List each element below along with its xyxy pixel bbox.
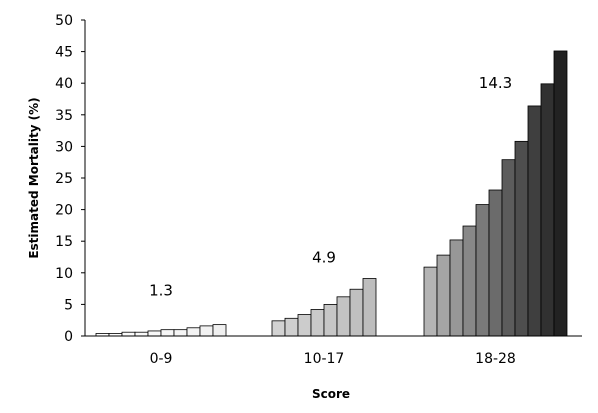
annotations: 1.3 4.9 14.3	[149, 74, 512, 300]
bar-score-7	[186, 327, 201, 337]
y-tick-label: 5	[64, 297, 73, 313]
bar-score-25	[514, 140, 529, 337]
bar-score-5	[160, 329, 175, 337]
bar-score-23	[488, 189, 503, 337]
bar-score-4	[147, 330, 162, 337]
bar-score-24	[501, 159, 516, 337]
y-tick-label: 25	[55, 171, 73, 187]
group-label-0-9: 0-9	[150, 351, 173, 367]
bar-score-28	[553, 50, 568, 337]
x-axis-title: Score	[312, 387, 350, 401]
bar-score-27	[540, 83, 555, 337]
group-label-10-17: 10-17	[304, 351, 345, 367]
bar-score-3	[134, 331, 149, 337]
bar-score-19	[436, 254, 451, 337]
y-tick-label: 45	[55, 45, 73, 61]
y-tick-label: 50	[55, 13, 73, 29]
y-ticks: 0 5 10 15 20 25 30 35 40 45 50	[55, 13, 85, 345]
y-tick-label: 35	[55, 108, 73, 124]
group-label-18-28: 18-28	[475, 351, 516, 367]
bar-score-16	[349, 288, 364, 337]
group-annotation-18-28: 14.3	[479, 74, 512, 92]
y-tick-label: 10	[55, 266, 73, 282]
bar-score-12	[297, 314, 312, 337]
bar-score-15	[336, 296, 351, 337]
bar-score-9	[212, 324, 227, 337]
bar-score-17	[362, 278, 377, 337]
bar-score-6	[173, 329, 188, 337]
y-tick-label: 15	[55, 234, 73, 250]
y-tick-label: 30	[55, 139, 73, 155]
bar-score-2	[121, 331, 136, 337]
bar-score-18	[423, 266, 438, 337]
bar-score-14	[323, 303, 338, 337]
y-tick-label: 20	[55, 203, 73, 219]
y-tick-label: 0	[64, 329, 73, 345]
bar-score-11	[284, 317, 299, 337]
bar-score-13	[310, 309, 325, 337]
group-annotation-10-17: 4.9	[312, 248, 336, 266]
group-labels: 0-9 10-17 18-28	[150, 351, 516, 367]
bar-score-10	[271, 320, 286, 337]
bar-score-22	[475, 204, 490, 337]
bars-layer	[95, 50, 568, 337]
bar-score-20	[449, 239, 464, 337]
bar-score-21	[462, 225, 477, 337]
y-tick-label: 40	[55, 76, 73, 92]
bar-score-26	[527, 105, 542, 337]
y-axis-title: Estimated Mortality (%)	[27, 97, 41, 258]
bar-score-8	[199, 325, 214, 337]
group-annotation-0-9: 1.3	[149, 282, 173, 300]
